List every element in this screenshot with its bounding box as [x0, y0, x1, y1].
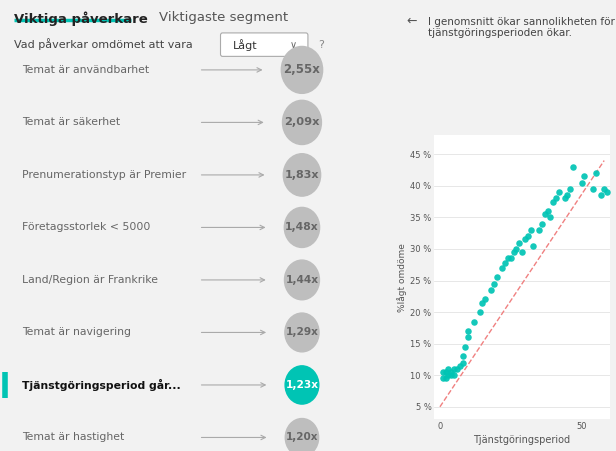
Point [444, 372, 453, 379]
Point [461, 343, 471, 350]
Point [506, 255, 516, 262]
Point [486, 286, 496, 294]
Point [580, 173, 590, 180]
Text: I genomsnitt ökar sannolikheten för lågt omdöme när
tjänstgöringsperioden ökar.: I genomsnitt ökar sannolikheten för lågt… [428, 15, 616, 38]
Text: Vad påverkar omdömet att vara: Vad påverkar omdömet att vara [14, 38, 193, 50]
Point [438, 375, 448, 382]
Circle shape [283, 100, 322, 144]
Point [568, 163, 578, 170]
Point [458, 353, 468, 360]
Point [438, 368, 448, 376]
Point [469, 318, 479, 325]
Point [534, 226, 544, 234]
Text: Temat är säkerhet: Temat är säkerhet [22, 117, 120, 128]
Point [517, 249, 527, 256]
FancyBboxPatch shape [221, 33, 308, 56]
Circle shape [285, 313, 319, 352]
Text: Företagsstorlek < 5000: Företagsstorlek < 5000 [22, 222, 150, 232]
Point [477, 299, 487, 306]
Point [525, 226, 535, 234]
Point [444, 365, 453, 373]
Point [545, 214, 555, 221]
Point [440, 375, 450, 382]
Text: 1,23x: 1,23x [285, 380, 318, 390]
Text: 2,09x: 2,09x [284, 117, 320, 128]
Point [463, 327, 473, 335]
Point [591, 170, 601, 177]
Point [554, 189, 564, 196]
Circle shape [285, 207, 320, 248]
Point [447, 368, 456, 376]
Point [537, 220, 547, 227]
Point [543, 207, 553, 215]
Point [599, 185, 609, 193]
Point [447, 372, 456, 379]
Text: Viktiga påverkare: Viktiga påverkare [14, 11, 148, 26]
Text: Tjänstgöringsperiod går...: Tjänstgöringsperiod går... [22, 379, 180, 391]
Point [523, 233, 533, 240]
Point [497, 264, 507, 272]
Text: Viktigaste segment: Viktigaste segment [159, 11, 288, 24]
Text: 1,48x: 1,48x [285, 222, 318, 232]
Point [551, 195, 561, 202]
Text: Temat är användbarhet: Temat är användbarhet [22, 65, 149, 75]
Point [449, 365, 459, 373]
Text: 1,83x: 1,83x [285, 170, 319, 180]
Text: ?: ? [318, 40, 324, 50]
Y-axis label: %lågt omdöme: %lågt omdöme [397, 243, 407, 312]
Point [492, 274, 501, 281]
Point [489, 280, 499, 287]
Point [562, 192, 572, 199]
Point [602, 189, 612, 196]
Point [463, 334, 473, 341]
X-axis label: Tjänstgöringsperiod: Tjänstgöringsperiod [474, 435, 570, 446]
Point [520, 236, 530, 243]
Point [529, 242, 538, 249]
Point [503, 255, 513, 262]
Circle shape [282, 46, 323, 93]
Point [480, 296, 490, 303]
Text: 1,20x: 1,20x [286, 433, 318, 442]
Point [514, 239, 524, 246]
Text: ←: ← [406, 15, 416, 28]
Text: 1,44x: 1,44x [285, 275, 318, 285]
Point [452, 365, 462, 373]
Point [455, 362, 464, 369]
Point [458, 359, 468, 366]
Text: Land/Region är Frankrike: Land/Region är Frankrike [22, 275, 158, 285]
Text: ∨: ∨ [290, 40, 297, 50]
Point [596, 192, 606, 199]
Text: 2,55x: 2,55x [283, 64, 320, 76]
Circle shape [283, 154, 321, 196]
Point [509, 249, 519, 256]
Circle shape [285, 366, 319, 404]
Point [500, 259, 510, 267]
Text: Temat är navigering: Temat är navigering [22, 327, 131, 337]
Circle shape [285, 260, 320, 300]
Point [440, 368, 450, 376]
Point [565, 185, 575, 193]
Text: Temat är hastighet: Temat är hastighet [22, 433, 124, 442]
Point [559, 195, 569, 202]
Point [511, 245, 521, 253]
Point [475, 308, 485, 316]
Text: Prenumerationstyp är Premier: Prenumerationstyp är Premier [22, 170, 186, 180]
Point [449, 372, 459, 379]
Point [540, 211, 549, 218]
Text: 1,29x: 1,29x [286, 327, 318, 337]
Point [577, 179, 586, 186]
Point [548, 198, 558, 205]
Point [588, 185, 598, 193]
Text: Lågt: Lågt [232, 39, 257, 51]
Circle shape [285, 419, 318, 451]
